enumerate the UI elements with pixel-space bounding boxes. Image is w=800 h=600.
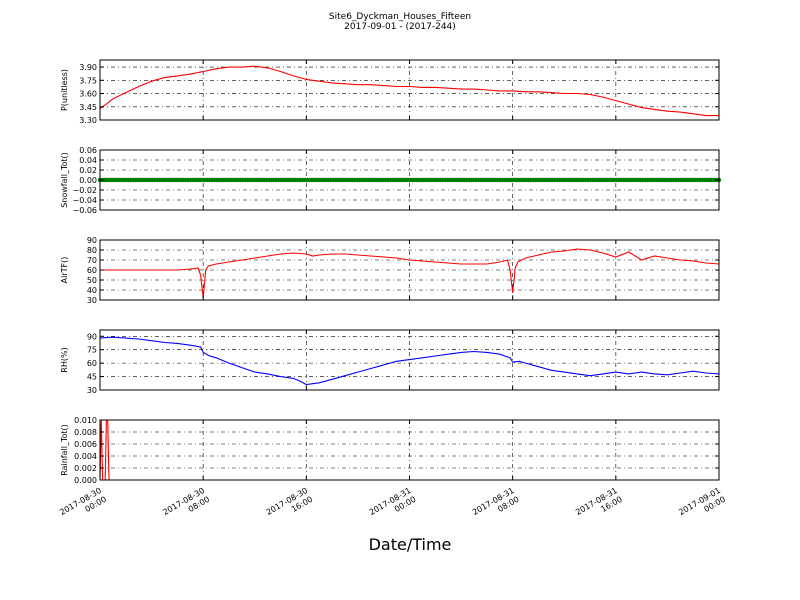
y-tick-label: 0.006 <box>74 440 97 449</box>
y-tick-label: 30 <box>87 296 97 305</box>
x-tick-label: 2017-08-3116:00 <box>574 486 624 526</box>
y-tick-label: 0.010 <box>74 416 97 425</box>
y-tick-label: 60 <box>87 359 97 368</box>
x-tick-labels: 2017-08-3000:00 2017-08-3008:00 2017-08-30… <box>58 486 727 526</box>
subplot-panels: 3.303.453.603.753.90P(unitless)−0.06−0.0… <box>60 59 722 485</box>
y-tick-label: −0.04 <box>72 196 97 205</box>
y-tick-label: 50 <box>87 276 97 285</box>
chart-title-line2: 2017-09-01 - (2017-244) <box>344 22 456 32</box>
series-line <box>99 65 719 117</box>
y-tick-label: 0.02 <box>79 166 97 175</box>
y-tick-label: 30 <box>87 386 97 395</box>
y-tick-label: 3.45 <box>79 103 97 112</box>
y-tick-label: 0.06 <box>79 146 97 155</box>
y-axis-label: AirTF() <box>60 257 69 284</box>
y-tick-label: 3.75 <box>79 76 97 85</box>
x-tick-label: 2017-08-3008:00 <box>161 486 211 526</box>
y-tick-label: 3.30 <box>79 116 97 125</box>
x-tick-label: 2017-08-3108:00 <box>471 486 521 526</box>
chart-title-line1: Site6_Dyckman_Houses_Fifteen <box>329 12 471 22</box>
y-tick-label: 90 <box>87 332 97 341</box>
y-tick-label: 3.60 <box>79 90 97 99</box>
x-tick-label: 2017-08-3016:00 <box>265 486 315 526</box>
y-tick-label: 0.008 <box>74 428 97 437</box>
subplot-2: −0.06−0.04−0.020.000.020.040.06 Snowfall_… <box>60 146 722 215</box>
x-tick-label: 2017-08-3100:00 <box>368 486 418 526</box>
y-axis-label: RH(%) <box>60 347 69 372</box>
y-axis-label: P(unitless) <box>60 69 69 111</box>
y-tick-label: 3.90 <box>79 63 97 72</box>
y-tick-label: 75 <box>87 346 97 355</box>
series-line <box>99 336 720 386</box>
y-tick-label: −0.06 <box>72 206 97 215</box>
y-tick-label: 40 <box>87 286 97 295</box>
y-tick-label: 0.04 <box>79 156 97 165</box>
x-axis-label: Date/Time <box>369 535 452 554</box>
y-tick-label: 0.004 <box>74 452 97 461</box>
y-tick-label: 70 <box>87 256 97 265</box>
y-tick-label: 0.002 <box>74 464 97 473</box>
y-tick-label: 0.000 <box>74 476 97 485</box>
subplot-5: 0.000 0.002 0.004 0.006 0.008 0.010 Rainfall_T… <box>60 416 720 485</box>
y-tick-label: 80 <box>87 246 97 255</box>
y-axis-label: Rainfall_Tot() <box>60 424 69 476</box>
x-tick-label: 2017-09-0100:00 <box>677 486 727 526</box>
y-axis-label: Snowfall_Tot() <box>60 152 69 208</box>
series-line <box>100 248 720 299</box>
y-tick-label: 0.00 <box>79 176 97 185</box>
y-tick-label: 90 <box>87 236 97 245</box>
y-tick-label: 45 <box>87 373 97 382</box>
subplot-1: 3.30 3.45 3.60 3.75 3.90 P(unitless) <box>60 59 720 125</box>
y-tick-label: 60 <box>87 266 97 275</box>
y-tick-label: −0.02 <box>72 186 97 195</box>
x-tick-label: 2017-08-3000:00 <box>58 486 108 526</box>
subplot-4: 30 45 60 75 90 RH(%) <box>60 329 720 395</box>
